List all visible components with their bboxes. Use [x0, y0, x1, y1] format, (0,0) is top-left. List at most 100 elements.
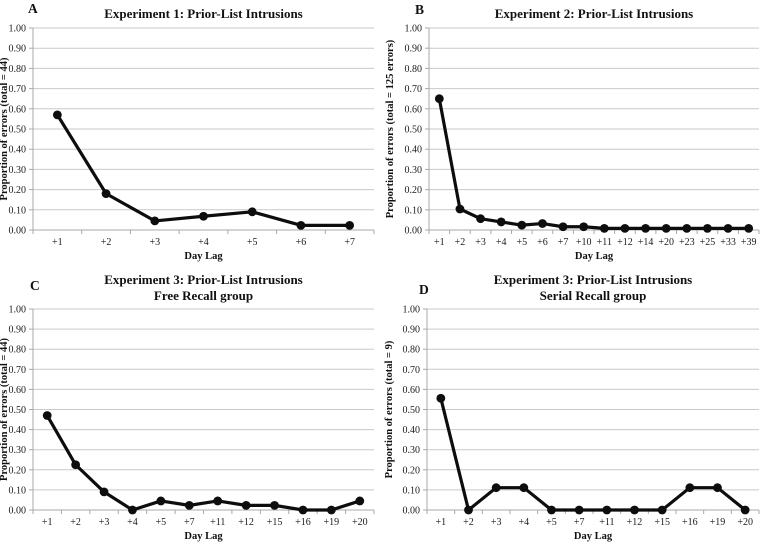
svg-text:0.30: 0.30 [9, 165, 27, 176]
svg-text:0.50: 0.50 [9, 405, 27, 416]
data-point [156, 496, 166, 506]
data-line [45, 414, 361, 512]
line-chart-a: 0.00 0.10 0.20 0.30 0.40 0.50 0.60 0.70 0.80 0.90… [0, 24, 375, 262]
data-line [439, 397, 747, 512]
data-point [685, 483, 695, 493]
svg-text:+4: +4 [198, 237, 209, 248]
svg-text:+12: +12 [617, 237, 633, 248]
svg-text:+25: +25 [700, 237, 716, 248]
panel-d: D Experiment 3: Prior-List Intrusions Se… [382, 271, 763, 542]
chart-title-d: Experiment 3: Prior-List Intrusions Seri… [427, 272, 759, 303]
svg-text:0.00: 0.00 [9, 226, 27, 237]
axes [29, 27, 375, 234]
y-axis-title: Proportion of errors (total = 9) [384, 340, 395, 478]
svg-text:0.50: 0.50 [405, 125, 423, 136]
data-line [55, 114, 350, 227]
gridlines [33, 308, 374, 491]
data-point [602, 505, 612, 515]
svg-text:+3: +3 [149, 237, 160, 248]
svg-text:+4: +4 [127, 517, 138, 528]
chart-subtitle-d: Serial Recall group [539, 287, 647, 303]
x-axis-title: Day Lag [574, 531, 613, 542]
data-point [519, 483, 529, 493]
chart-title-a-line1: Experiment 1: Prior-List Intrusions [104, 6, 303, 21]
chart-title-c: Experiment 3: Prior-List Intrusions Free… [33, 272, 374, 303]
data-point [213, 496, 223, 506]
data-point [703, 223, 712, 233]
svg-text:+11: +11 [597, 237, 612, 248]
svg-text:+3: +3 [475, 237, 486, 248]
data-point [476, 214, 485, 224]
data-point [496, 217, 506, 227]
data-series [436, 393, 750, 515]
data-point [434, 94, 444, 104]
svg-text:+7: +7 [574, 517, 585, 528]
line-chart-c: 0.00 0.10 0.20 0.30 0.40 0.50 0.60 0.70 0.80 0.90… [0, 305, 375, 542]
line-chart-b: 0.00 0.10 0.20 0.30 0.40 0.50 0.60 0.70 0.80 0.90… [385, 24, 760, 262]
svg-text:+2: +2 [101, 237, 112, 248]
svg-text:1.00: 1.00 [9, 24, 27, 35]
data-point [184, 500, 194, 510]
data-point [641, 223, 650, 233]
svg-text:0.20: 0.20 [9, 465, 27, 476]
svg-text:+33: +33 [720, 237, 736, 248]
x-axis-tick-labels: +1 +2 +3 +4 +5 +6 +7 +10 +11 +12 +14 +20 +23 +25 +33 +3… [434, 237, 757, 248]
svg-text:+7: +7 [184, 517, 195, 528]
data-point [547, 505, 556, 515]
svg-text:0.30: 0.30 [9, 445, 27, 456]
svg-text:+5: +5 [156, 517, 167, 528]
chart-title-b-line1: Experiment 2: Prior-List Intrusions [494, 6, 694, 21]
svg-text:0.60: 0.60 [9, 104, 27, 115]
y-axis-title: Proportion of errors (total = 44) [0, 57, 10, 200]
y-axis-tick-labels: 0.00 0.10 0.20 0.30 0.40 0.50 0.60 0.70 0.80 0.90… [403, 305, 421, 517]
svg-text:0.00: 0.00 [403, 506, 421, 517]
svg-text:0.70: 0.70 [9, 365, 27, 376]
svg-text:0.90: 0.90 [403, 325, 421, 336]
gridlines [429, 27, 759, 211]
svg-text:+20: +20 [658, 237, 674, 248]
axes [423, 308, 760, 514]
svg-text:0.20: 0.20 [403, 465, 421, 476]
svg-text:0.90: 0.90 [9, 325, 27, 336]
svg-text:+2: +2 [455, 237, 466, 248]
line-chart-d: 0.00 0.10 0.20 0.30 0.40 0.50 0.60 0.70 0.80 0.90… [384, 305, 760, 542]
svg-text:+11: +11 [599, 517, 614, 528]
svg-text:0.60: 0.60 [403, 385, 421, 396]
svg-text:+19: +19 [324, 517, 340, 528]
panel-letter-a: A [28, 1, 38, 16]
svg-text:+2: +2 [70, 517, 81, 528]
data-point [247, 207, 257, 217]
data-point [345, 220, 355, 230]
svg-text:+39: +39 [741, 237, 757, 248]
data-point [630, 505, 639, 515]
chart-subtitle-c: Free Recall group [153, 287, 254, 303]
data-point [52, 110, 62, 120]
data-point [558, 222, 568, 232]
svg-text:+1: +1 [42, 517, 53, 528]
gridlines [427, 308, 759, 491]
x-axis-tick-labels: +1 +2 +3 +4 +5 +6 +7 [52, 237, 355, 248]
y-axis-title: Proportion of errors (total = 125 errors… [385, 39, 396, 218]
svg-text:0.20: 0.20 [405, 185, 423, 196]
data-point [241, 500, 251, 510]
axes [29, 308, 375, 514]
data-point [491, 483, 501, 493]
data-point [355, 496, 365, 506]
data-point [579, 222, 589, 232]
svg-text:+15: +15 [654, 517, 670, 528]
x-axis-title: Day Lag [575, 251, 614, 262]
data-point [296, 220, 306, 230]
svg-text:0.70: 0.70 [403, 365, 421, 376]
data-line [437, 98, 749, 230]
data-point [713, 483, 722, 493]
chart-title-a: Experiment 1: Prior-List Intrusions [33, 6, 374, 22]
x-axis-tick-labels: +1 +2 +3 +4 +5 +7 +11 +12 +15 +16 +19 +20 [42, 517, 368, 528]
svg-text:1.00: 1.00 [9, 305, 27, 316]
panel-letter-d: D [419, 282, 429, 297]
data-point [436, 393, 446, 403]
svg-text:+7: +7 [558, 237, 569, 248]
svg-text:0.20: 0.20 [9, 185, 27, 196]
svg-text:0.50: 0.50 [9, 125, 27, 136]
data-point [744, 223, 754, 233]
